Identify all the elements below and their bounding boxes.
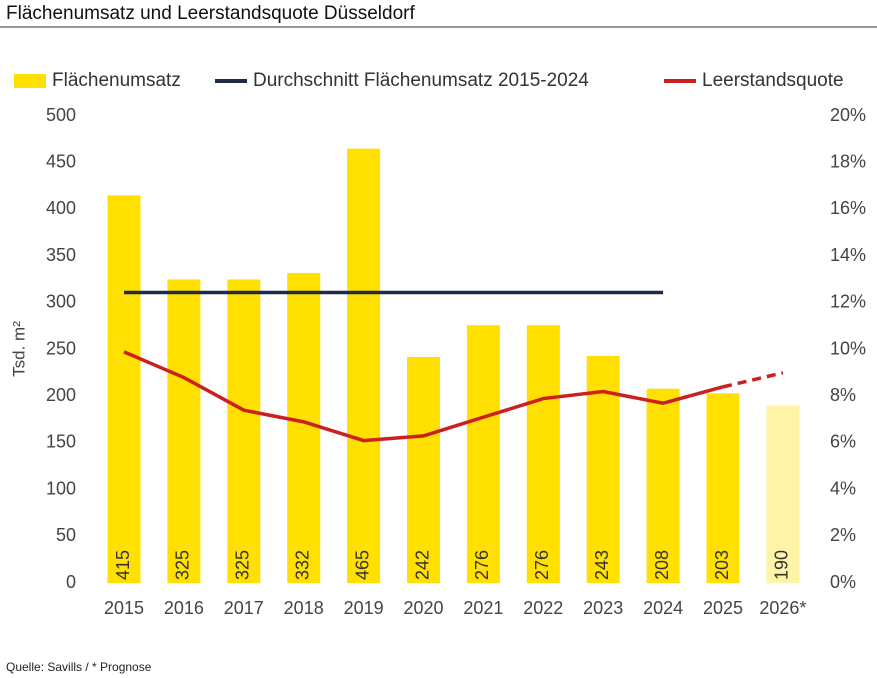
bar-value-label: 243 (592, 550, 612, 580)
chart-title: Flächenumsatz und Leerstandsquote Düssel… (6, 3, 415, 24)
y-tick-label: 500 (46, 105, 76, 125)
bar-value-label: 276 (532, 550, 552, 580)
bar-value-label: 203 (712, 550, 732, 580)
bar-value-label: 190 (772, 550, 792, 580)
x-tick-label: 2023 (583, 598, 623, 618)
x-tick-label: 2026* (759, 598, 806, 618)
y-tick-label: 250 (46, 338, 76, 358)
y-tick-label: 100 (46, 478, 76, 498)
bar (766, 405, 800, 583)
y-tick-label: 150 (46, 432, 76, 452)
y2-tick-label: 8% (830, 385, 856, 405)
x-tick-label: 2020 (403, 598, 443, 618)
bar-value-label: 276 (472, 550, 492, 580)
y2-tick-label: 12% (830, 292, 866, 312)
bar (466, 325, 500, 583)
legend-swatch (14, 74, 46, 88)
x-tick-label: 2015 (104, 598, 144, 618)
y2-tick-label: 10% (830, 338, 866, 358)
legend-label: Leerstandsquote (702, 70, 844, 91)
bar-value-label: 325 (233, 550, 253, 580)
bar (347, 148, 381, 583)
bar-value-label: 325 (173, 550, 193, 580)
bar (646, 388, 680, 583)
y2-tick-label: 18% (830, 151, 866, 171)
bar-value-label: 208 (652, 550, 672, 580)
bar (167, 279, 201, 583)
x-tick-label: 2022 (523, 598, 563, 618)
bar (407, 356, 440, 583)
y-tick-label: 0 (66, 572, 76, 592)
x-tick-label: 2018 (284, 598, 324, 618)
bar (227, 279, 261, 583)
y2-tick-label: 0% (830, 572, 856, 592)
y-tick-label: 350 (46, 245, 76, 265)
legend-label: Durchschnitt Flächenumsatz 2015-2024 (253, 70, 589, 91)
bar-value-label: 242 (412, 550, 432, 580)
y-axis-label: Tsd. m² (9, 321, 28, 377)
bar (526, 325, 560, 583)
source: Quelle: Savills / * Prognose (6, 660, 152, 674)
y-tick-label: 300 (46, 292, 76, 312)
x-tick-label: 2024 (643, 598, 683, 618)
line-forecast (722, 371, 784, 389)
x-tick-label: 2019 (344, 598, 384, 618)
y2-tick-label: 6% (830, 432, 856, 452)
y-tick-label: 200 (46, 385, 76, 405)
y-tick-label: 450 (46, 151, 76, 171)
y-tick-label: 50 (56, 525, 76, 545)
y2-tick-label: 2% (830, 525, 856, 545)
legend-label: Flächenumsatz (52, 70, 181, 91)
x-tick-label: 2025 (703, 598, 743, 618)
bar-value-label: 465 (352, 550, 372, 580)
y2-tick-label: 4% (830, 478, 856, 498)
bar (287, 272, 321, 583)
x-tick-label: 2017 (224, 598, 264, 618)
line (123, 350, 724, 443)
x-tick-label: 2021 (463, 598, 503, 618)
y2-tick-label: 14% (830, 245, 866, 265)
y-tick-label: 400 (46, 198, 76, 218)
bar-value-label: 332 (292, 550, 312, 580)
bar (107, 195, 141, 583)
x-tick-label: 2016 (164, 598, 204, 618)
y2-tick-label: 16% (830, 198, 866, 218)
bar (706, 393, 740, 583)
bar-value-label: 415 (113, 550, 133, 580)
y2-tick-label: 20% (830, 105, 866, 125)
